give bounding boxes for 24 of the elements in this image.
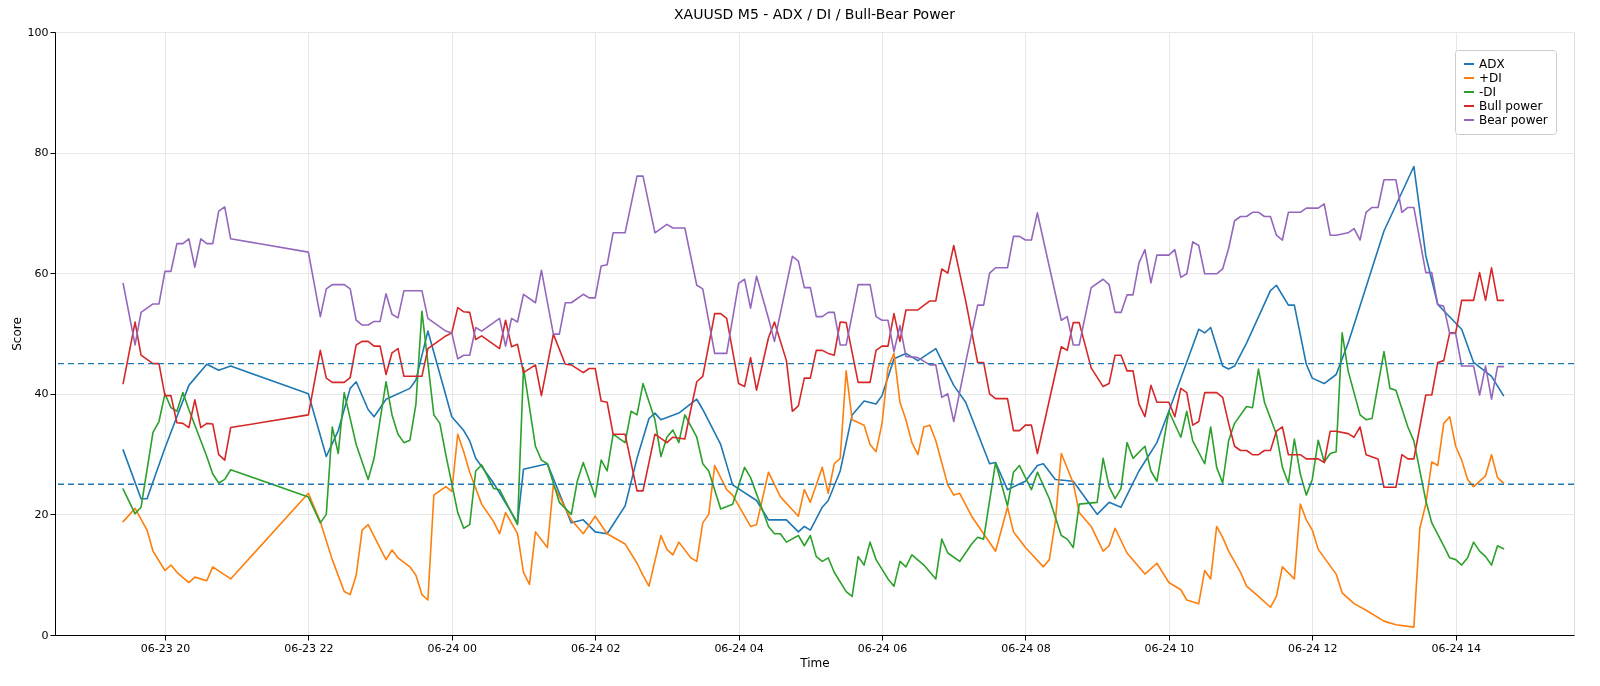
y-tick-label: 100 [27, 25, 49, 39]
x-tick-label: 06-24 00 [427, 641, 478, 655]
y-tick-label: 80 [34, 146, 49, 160]
x-tick-label: 06-23 22 [284, 641, 334, 655]
x-tick-label: 06-24 06 [857, 641, 908, 655]
x-tick-label: 06-24 02 [570, 641, 621, 655]
legend-label: ADX [1479, 57, 1505, 71]
x-tick-label: 06-24 10 [1144, 641, 1195, 655]
x-tick-label: 06-24 14 [1431, 641, 1481, 655]
legend-label: +DI [1479, 71, 1502, 85]
x-tick-label: 06-23 20 [140, 641, 191, 655]
y-tick-label: 60 [34, 266, 49, 280]
x-tick-label: 06-24 04 [714, 641, 764, 655]
legend-label: Bear power [1479, 113, 1548, 127]
legend-label: -DI [1479, 85, 1497, 99]
x-tick-label: 06-24 08 [1001, 641, 1051, 655]
y-tick-label: 0 [41, 628, 49, 642]
y-tick-label: 40 [34, 387, 49, 401]
chart-title: XAUUSD M5 - ADX / DI / Bull-Bear Power [674, 6, 956, 22]
y-axis-title: Score [9, 317, 24, 351]
x-tick-label: 06-24 12 [1288, 641, 1338, 655]
x-axis-title: Time [799, 655, 830, 670]
y-tick-label: 20 [34, 507, 49, 521]
legend-label: Bull power [1479, 99, 1543, 113]
